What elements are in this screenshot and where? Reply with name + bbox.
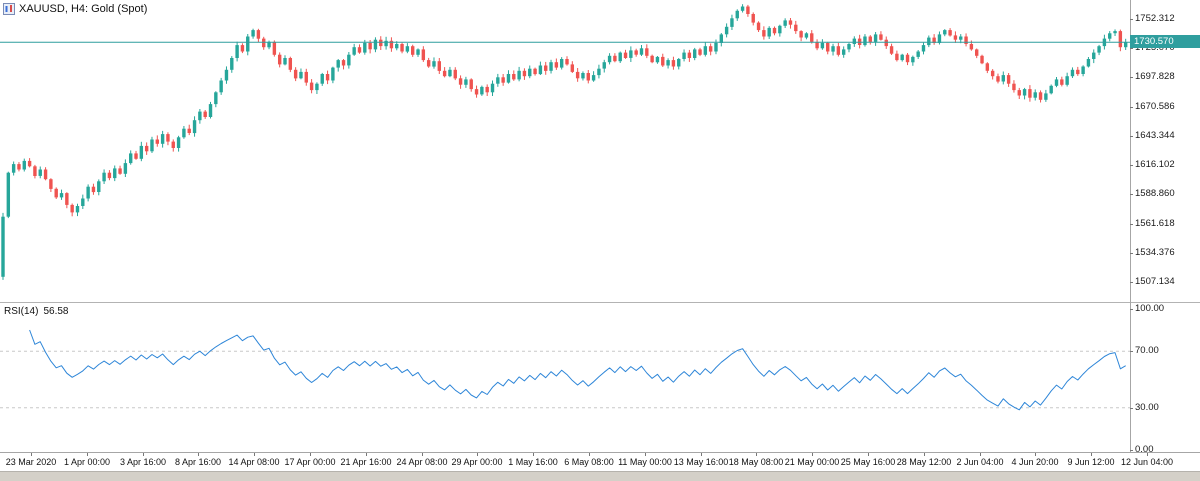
time-axis-label: 25 May 16:00 <box>840 457 896 467</box>
price-axis-tick <box>1130 136 1133 137</box>
price-axis-label: 1697.828 <box>1135 71 1175 83</box>
time-axis-tick <box>366 453 367 456</box>
rsi-axis-tick <box>1130 309 1133 310</box>
time-axis-label: 1 May 16:00 <box>508 457 558 467</box>
time-axis-tick <box>477 453 478 456</box>
time-axis-label: 29 Apr 00:00 <box>451 457 503 467</box>
time-axis-label: 18 May 08:00 <box>728 457 784 467</box>
rsi-axis-tick <box>1130 408 1133 409</box>
rsi-axis-label: 70.00 <box>1135 345 1159 357</box>
rsi-axis-label: 100.00 <box>1135 303 1165 314</box>
time-axis-tick <box>980 453 981 456</box>
price-axis-tick <box>1130 48 1133 49</box>
time-axis-tick <box>645 453 646 456</box>
rsi-axis-label: 30.00 <box>1135 401 1159 413</box>
rsi-axis-label: 0.00 <box>1135 444 1154 455</box>
time-axis-tick <box>422 453 423 456</box>
time-axis-label: 8 Apr 16:00 <box>174 457 222 467</box>
time-axis-tick <box>1035 453 1036 456</box>
time-axis-label: 6 May 08:00 <box>564 457 614 467</box>
time-axis-label: 1 Apr 00:00 <box>63 457 111 467</box>
price-axis-tick <box>1130 194 1133 195</box>
time-axis-tick <box>756 453 757 456</box>
current-price-value: 1730.570 <box>1134 36 1174 47</box>
time-axis-label: 24 Apr 08:00 <box>396 457 448 467</box>
time-axis-label: 2 Jun 04:00 <box>956 457 1004 467</box>
price-axis-label: 1561.618 <box>1135 217 1175 229</box>
time-axis-label: 28 May 12:00 <box>896 457 952 467</box>
time-axis-label: 11 May 00:00 <box>618 457 672 467</box>
time-axis-tick <box>868 453 869 456</box>
time-axis-tick <box>924 453 925 456</box>
price-axis-tick <box>1130 224 1133 225</box>
time-axis-label: 17 Apr 00:00 <box>284 457 336 467</box>
time-axis-label: 21 May 00:00 <box>784 457 840 467</box>
time-axis-separator <box>0 452 1200 453</box>
indicator-value: 56.58 <box>43 306 69 317</box>
price-axis-separator <box>1130 0 1131 452</box>
time-axis-tick <box>1147 453 1148 456</box>
time-axis-tick <box>812 453 813 456</box>
time-axis-tick <box>533 453 534 456</box>
time-axis-tick <box>701 453 702 456</box>
price-axis-label: 1588.860 <box>1135 188 1175 200</box>
price-axis-label: 1616.102 <box>1135 159 1175 171</box>
time-axis-tick <box>143 453 144 456</box>
time-axis-label: 21 Apr 16:00 <box>340 457 392 467</box>
price-axis-label: 1507.134 <box>1135 276 1175 287</box>
time-axis-tick <box>31 453 32 456</box>
candlestick-chart[interactable] <box>0 0 1130 302</box>
price-axis-tick <box>1130 253 1133 254</box>
time-axis-label: 9 Jun 12:00 <box>1067 457 1115 467</box>
window-bottom-strip <box>0 471 1200 481</box>
price-axis-tick <box>1130 107 1133 108</box>
price-axis-label: 1670.586 <box>1135 100 1175 112</box>
price-axis-tick <box>1130 19 1133 20</box>
price-axis-label: 1752.312 <box>1135 13 1175 24</box>
price-axis-label: 1534.376 <box>1135 246 1175 258</box>
rsi-axis-tick <box>1130 450 1133 451</box>
time-axis-tick <box>87 453 88 456</box>
time-axis-tick <box>198 453 199 456</box>
time-axis-label: 13 May 16:00 <box>673 457 729 467</box>
symbol-label: XAUUSD, H4: Gold (Spot) <box>19 3 148 15</box>
price-axis-tick <box>1130 77 1133 78</box>
time-axis-tick <box>1091 453 1092 456</box>
time-axis-tick <box>589 453 590 456</box>
time-axis-tick <box>254 453 255 456</box>
symbol-header: XAUUSD, H4: Gold (Spot) <box>3 3 147 15</box>
rsi-indicator-chart[interactable] <box>0 303 1130 452</box>
price-axis-label: 1643.344 <box>1135 129 1175 141</box>
price-axis-tick <box>1130 282 1133 283</box>
pane-divider[interactable] <box>0 302 1200 303</box>
indicator-name: RSI(14) <box>4 306 39 317</box>
price-axis[interactable]: 1752.3121725.0701697.8281670.5861643.344… <box>1130 0 1200 455</box>
time-axis-label: 14 Apr 08:00 <box>228 457 280 467</box>
time-axis-label: 23 Mar 2020 <box>5 457 57 467</box>
time-axis[interactable]: 23 Mar 2020 1 Apr 00:00 3 Apr 16:00 8 Apr 1… <box>0 453 1200 471</box>
time-axis-label: 3 Apr 16:00 <box>119 457 167 467</box>
chart-icon <box>3 3 15 15</box>
time-axis-label: 4 Jun 20:00 <box>1011 457 1059 467</box>
time-axis-tick <box>310 453 311 456</box>
time-axis-label: 12 Jun 04:00 <box>1120 457 1174 467</box>
price-axis-tick <box>1130 165 1133 166</box>
current-price-tag: 1730.570 <box>1130 35 1200 48</box>
rsi-axis-tick <box>1130 351 1133 352</box>
indicator-header: RSI(14) 56.58 <box>4 306 68 317</box>
